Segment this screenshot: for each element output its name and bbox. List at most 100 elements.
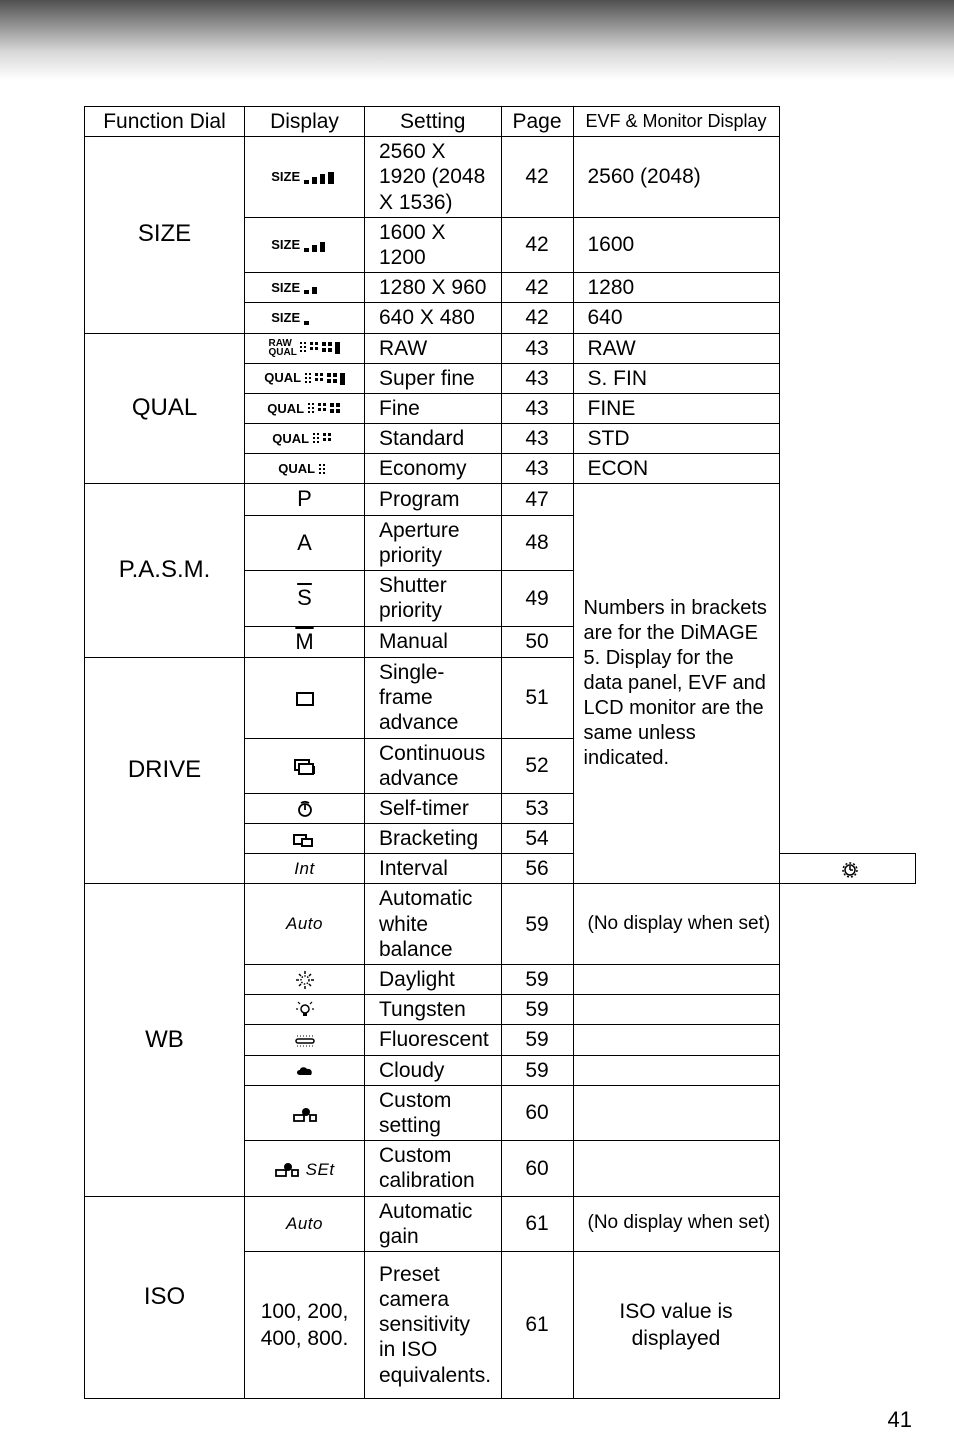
evf — [573, 1141, 779, 1196]
table-row: WB Auto Automatic white balance 59 (No d… — [85, 884, 916, 965]
page: 54 — [501, 824, 573, 854]
th-display: Display — [245, 107, 365, 137]
page: 59 — [501, 1025, 573, 1055]
evf: ISO value is displayed — [573, 1251, 779, 1398]
page: 52 — [501, 738, 573, 793]
header-row: Function Dial Display Setting Page EVF &… — [85, 107, 916, 137]
label-size: SIZE — [85, 137, 245, 333]
setting: Standard — [365, 424, 502, 454]
setting: Continuous advance — [365, 738, 502, 793]
evf: 1600 — [573, 217, 779, 272]
bracketing-icon — [245, 824, 365, 854]
disp-size2: SIZE — [245, 273, 365, 303]
setting: Custom setting — [365, 1085, 502, 1140]
page: 42 — [501, 217, 573, 272]
continuous-icon — [245, 738, 365, 793]
setting: Economy — [365, 454, 502, 484]
page: 43 — [501, 333, 573, 363]
evf — [573, 995, 779, 1025]
th-evf: EVF & Monitor Display — [573, 107, 779, 137]
setting: 1600 X 1200 — [365, 217, 502, 272]
evf: STD — [573, 424, 779, 454]
evf: S. FIN — [573, 363, 779, 393]
page: 60 — [501, 1141, 573, 1196]
label-iso: ISO — [85, 1196, 245, 1398]
evf — [573, 1055, 779, 1085]
letter-m: M — [245, 626, 365, 657]
disp-size1: SIZE — [245, 303, 365, 333]
evf — [573, 1085, 779, 1140]
disp-qual1: QUAL — [245, 454, 365, 484]
page: 60 — [501, 1085, 573, 1140]
clock-icon — [779, 854, 916, 884]
setting: 2560 X 1920 (2048 X 1536) — [365, 137, 502, 218]
evf: FINE — [573, 393, 779, 423]
page: 61 — [501, 1196, 573, 1251]
cloudy-icon — [245, 1055, 365, 1085]
label-wb: WB — [85, 884, 245, 1196]
fluorescent-icon — [245, 1025, 365, 1055]
self-timer-icon — [245, 793, 365, 823]
settings-table: Function Dial Display Setting Page EVF &… — [84, 106, 916, 1399]
setting: Bracketing — [365, 824, 502, 854]
grid-4-icon — [305, 373, 345, 385]
setting: 640 X 480 — [365, 303, 502, 333]
setting: Self-timer — [365, 793, 502, 823]
interval-text: Int — [245, 854, 365, 884]
page-number: 41 — [84, 1407, 916, 1433]
setting: Aperture priority — [365, 515, 502, 570]
evf: 1280 — [573, 273, 779, 303]
disp-qual4: QUAL — [245, 363, 365, 393]
disp-raw: RAWQUAL — [245, 333, 365, 363]
page-content: Function Dial Display Setting Page EVF &… — [0, 80, 954, 1433]
th-function-dial: Function Dial — [85, 107, 245, 137]
setting: Single-frame advance — [365, 657, 502, 738]
disp-qual3: QUAL — [245, 393, 365, 423]
setting: Interval — [365, 854, 502, 884]
table-row: ISO Auto Automatic gain 61 (No display w… — [85, 1196, 916, 1251]
table-row: QUAL RAWQUAL RAW 43 RAW — [85, 333, 916, 363]
evf: (No display when set) — [573, 884, 779, 965]
label-pasm: P.A.S.M. — [85, 484, 245, 658]
evf: 2560 (2048) — [573, 137, 779, 218]
setting: Cloudy — [365, 1055, 502, 1085]
label-qual: QUAL — [85, 333, 245, 484]
bars-2-icon — [304, 282, 338, 294]
page: 48 — [501, 515, 573, 570]
page: 43 — [501, 424, 573, 454]
page: 53 — [501, 793, 573, 823]
iso-values: 100, 200, 400, 800. — [245, 1251, 365, 1398]
wb-auto-text: Auto — [245, 884, 365, 965]
evf: 640 — [573, 303, 779, 333]
table-row: P.A.S.M. P Program 47 Numbers in bracket… — [85, 484, 916, 515]
page: 42 — [501, 303, 573, 333]
page: 43 — [501, 454, 573, 484]
page: 43 — [501, 393, 573, 423]
setting: Program — [365, 484, 502, 515]
daylight-icon — [245, 965, 365, 995]
iso-auto-text: Auto — [245, 1196, 365, 1251]
letter-s: S — [245, 571, 365, 626]
disp-size3: SIZE — [245, 217, 365, 272]
page: 47 — [501, 484, 573, 515]
page: 59 — [501, 995, 573, 1025]
letter-p: P — [245, 484, 365, 515]
grid-2-icon — [313, 433, 337, 445]
setting: Fine — [365, 393, 502, 423]
setting: Automatic white balance — [365, 884, 502, 965]
custom-cal-icon: SEt — [245, 1141, 365, 1196]
table-row: DRIVE Single-frame advance 51 — [85, 657, 916, 738]
bars-3-icon — [304, 240, 338, 252]
th-page: Page — [501, 107, 573, 137]
single-frame-icon — [245, 657, 365, 738]
page: 43 — [501, 363, 573, 393]
grid-3-icon — [308, 403, 342, 415]
setting: Fluorescent — [365, 1025, 502, 1055]
page: 59 — [501, 965, 573, 995]
disp-qual2: QUAL — [245, 424, 365, 454]
disp-size4: SIZE — [245, 137, 365, 218]
page: 51 — [501, 657, 573, 738]
table-row: SIZE SIZE 2560 X 1920 (2048 X 1536) 42 2… — [85, 137, 916, 218]
header-gradient — [0, 0, 954, 80]
setting: Preset camera sensitivity in ISO equival… — [365, 1251, 502, 1398]
